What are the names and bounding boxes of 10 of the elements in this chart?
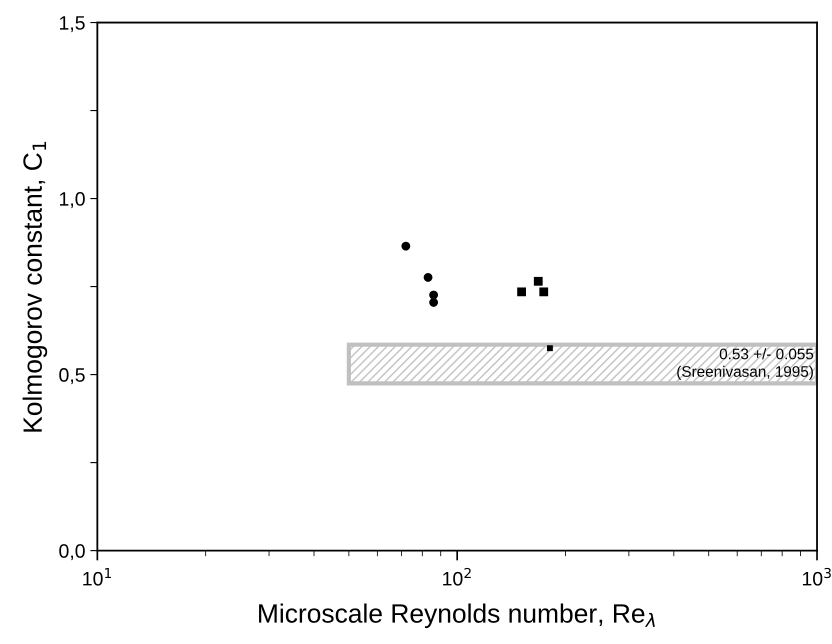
x-tick-label: 10$^{2}$	[443, 568, 471, 586]
y-tick-label: 1,5	[60, 16, 85, 32]
y-tick-label: 0,5	[59, 368, 85, 384]
y-tick-label: 0,0	[59, 544, 85, 560]
y-axis-title: Kolmogorov constant, C$_{1}$	[22, 142, 48, 432]
x-tick-label: 10$^{3}$	[802, 568, 831, 586]
x-axis-title: Microscale Reynolds number, Re$_{λ}$	[259, 603, 655, 628]
x-tick-label: 10$^{1}$	[83, 568, 112, 586]
y-tick-label: 1,0	[60, 192, 85, 208]
annotation: 0.53 +/- 0.055 (Sreenivasan, 1995)	[677, 348, 814, 380]
